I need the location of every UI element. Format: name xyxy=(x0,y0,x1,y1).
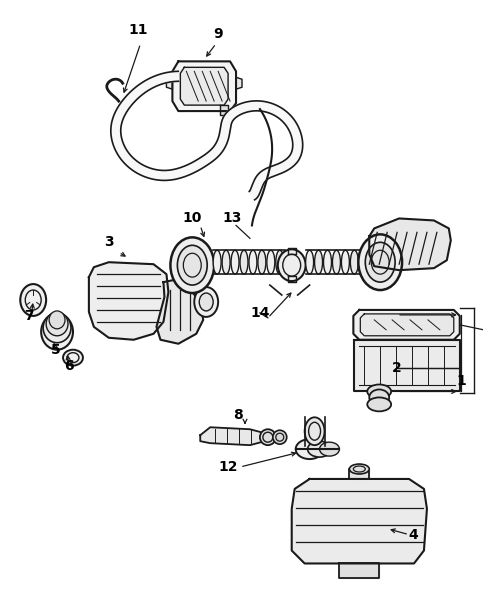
Text: 12: 12 xyxy=(218,460,238,474)
Ellipse shape xyxy=(278,249,305,281)
Ellipse shape xyxy=(222,250,230,274)
Text: 2: 2 xyxy=(392,361,402,375)
Polygon shape xyxy=(353,310,460,340)
Ellipse shape xyxy=(367,384,391,398)
Ellipse shape xyxy=(308,441,332,457)
Ellipse shape xyxy=(267,250,275,274)
Polygon shape xyxy=(349,469,369,479)
Text: 7: 7 xyxy=(24,309,34,323)
Ellipse shape xyxy=(63,350,83,365)
Ellipse shape xyxy=(349,464,369,474)
Polygon shape xyxy=(172,61,236,111)
Text: 14: 14 xyxy=(250,306,270,320)
Ellipse shape xyxy=(305,250,314,274)
Ellipse shape xyxy=(358,234,402,290)
Ellipse shape xyxy=(43,313,71,343)
Text: 4: 4 xyxy=(408,527,418,542)
Ellipse shape xyxy=(170,237,214,293)
Ellipse shape xyxy=(199,293,213,311)
Polygon shape xyxy=(156,280,203,344)
Ellipse shape xyxy=(296,439,323,459)
Text: 8: 8 xyxy=(233,408,243,423)
Ellipse shape xyxy=(240,250,248,274)
Ellipse shape xyxy=(20,284,46,316)
Ellipse shape xyxy=(276,250,284,274)
Ellipse shape xyxy=(46,312,68,336)
Polygon shape xyxy=(220,105,228,115)
Ellipse shape xyxy=(213,250,221,274)
Text: 13: 13 xyxy=(222,212,242,225)
Ellipse shape xyxy=(368,250,376,274)
Ellipse shape xyxy=(319,442,339,456)
Ellipse shape xyxy=(260,429,276,445)
Ellipse shape xyxy=(323,250,332,274)
Ellipse shape xyxy=(194,287,218,317)
Polygon shape xyxy=(181,67,228,105)
Ellipse shape xyxy=(273,430,287,444)
Ellipse shape xyxy=(369,389,389,405)
Polygon shape xyxy=(360,314,454,336)
Ellipse shape xyxy=(341,250,349,274)
Ellipse shape xyxy=(315,250,322,274)
Ellipse shape xyxy=(41,314,73,350)
Polygon shape xyxy=(166,77,172,89)
Polygon shape xyxy=(236,77,242,89)
Ellipse shape xyxy=(367,398,391,411)
Polygon shape xyxy=(292,479,427,563)
Ellipse shape xyxy=(350,250,358,274)
Ellipse shape xyxy=(333,250,340,274)
Polygon shape xyxy=(339,563,379,578)
Text: 10: 10 xyxy=(182,212,202,225)
Ellipse shape xyxy=(365,243,395,282)
Polygon shape xyxy=(287,249,296,254)
Ellipse shape xyxy=(49,311,65,329)
Polygon shape xyxy=(354,340,460,392)
Polygon shape xyxy=(89,262,168,340)
Ellipse shape xyxy=(304,417,325,445)
Text: 6: 6 xyxy=(64,359,74,372)
Ellipse shape xyxy=(258,250,266,274)
Polygon shape xyxy=(287,276,296,282)
Text: 11: 11 xyxy=(129,23,149,36)
Ellipse shape xyxy=(231,250,239,274)
Polygon shape xyxy=(200,427,265,445)
Text: 9: 9 xyxy=(213,27,223,41)
Text: 1: 1 xyxy=(457,374,467,387)
Polygon shape xyxy=(111,72,302,200)
Polygon shape xyxy=(369,219,451,270)
Ellipse shape xyxy=(359,250,367,274)
Ellipse shape xyxy=(249,250,257,274)
Text: 3: 3 xyxy=(104,235,114,249)
Ellipse shape xyxy=(177,246,207,285)
Text: 5: 5 xyxy=(51,343,61,356)
